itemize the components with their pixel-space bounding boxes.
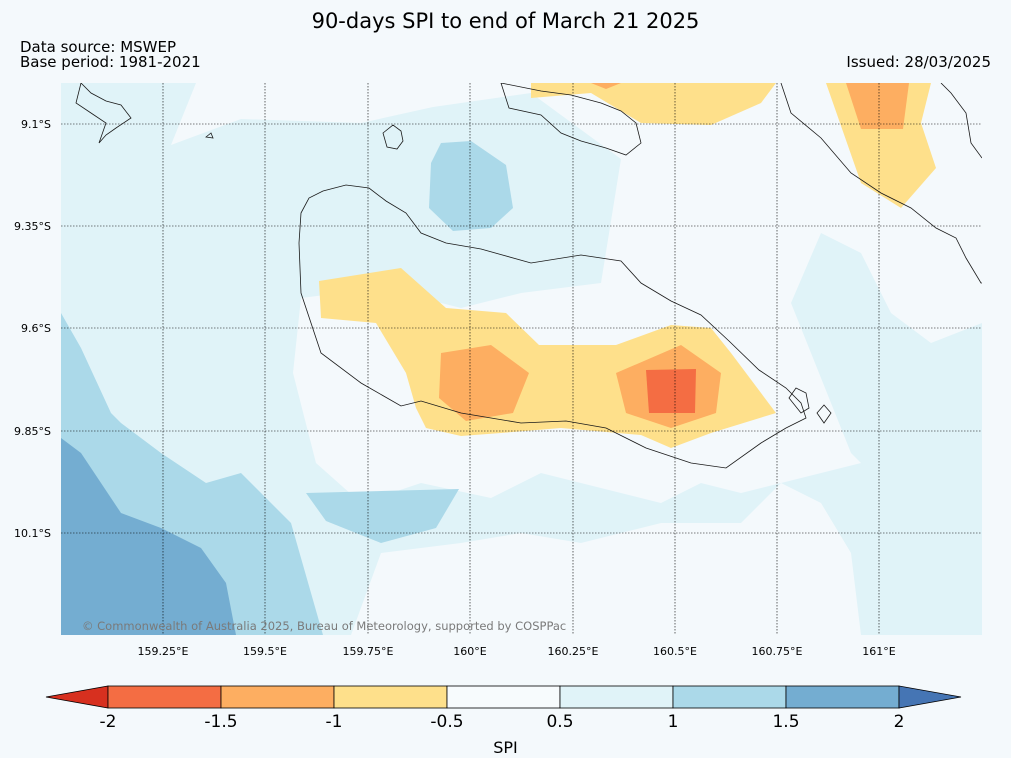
copyright-notice: © Commonwealth of Australia 2025, Bureau… xyxy=(82,619,567,633)
colorbar-tick: 1 xyxy=(667,712,679,732)
coastline-layer xyxy=(75,83,982,469)
colorbar-bin-1.5-2 xyxy=(785,685,900,709)
issued-date: Issued: 28/03/2025 xyxy=(846,53,991,71)
lon-label-160E: 160°E xyxy=(453,645,487,658)
spi-wet-1.5-2-region xyxy=(61,438,236,635)
lon-label-160.5E: 160.5°E xyxy=(653,645,697,658)
spi-dry-2-1.5-region xyxy=(646,369,696,413)
colorbar-bin-minus0.5-0.5 xyxy=(446,685,561,709)
lat-label-9.1S: 9.1°S xyxy=(21,118,51,131)
colorbar-tick: 2 xyxy=(893,712,905,732)
spi-wet-1-1.5-patch-west xyxy=(306,489,459,543)
lon-label-161E: 161°E xyxy=(862,645,896,658)
russell-islands-coastline xyxy=(75,83,132,144)
colorbar-bin-minus1.5-minus1 xyxy=(220,685,335,709)
guadalcanal-coastline xyxy=(298,184,807,469)
marau-islets-coastline xyxy=(788,387,810,414)
lon-label-159.75E: 159.75°E xyxy=(342,645,394,658)
colorbar-bin-minus1-minus0.5 xyxy=(333,685,448,709)
colorbar-bin-1-1.5 xyxy=(672,685,787,709)
lat-label-9.85S: 9.85°S xyxy=(14,425,51,438)
spi-fill-layer xyxy=(61,83,982,635)
lat-label-9.6S: 9.6°S xyxy=(21,322,51,335)
colorbar-tick: 1.5 xyxy=(772,712,800,732)
colorbar-tick: -0.5 xyxy=(430,712,464,732)
base-period: Base period: 1981-2021 xyxy=(20,53,201,71)
data-source: Data source: MSWEP xyxy=(20,38,177,56)
colorbar-tick: -1 xyxy=(325,712,343,732)
lat-label-10.1S: 10.1°S xyxy=(14,527,51,540)
spi-dry-1.5-1-northeast-region xyxy=(846,83,909,129)
ngella-islands-coastline xyxy=(500,83,642,156)
lat-label-9.35S: 9.35°S xyxy=(14,220,51,233)
malaita-east-coastline xyxy=(940,83,982,159)
spi-dry-1.5-1-north-region xyxy=(591,83,621,89)
malaita-coastline xyxy=(780,83,982,284)
spi-dry-1-0.5-north-region xyxy=(531,83,776,125)
metadata-left: Data source: MSWEP Base period: 1981-202… xyxy=(20,40,201,70)
map-area xyxy=(61,83,982,635)
lon-label-159.5E: 159.5°E xyxy=(243,645,287,658)
colorbar-extend-high xyxy=(898,685,962,709)
colorbar-tick: -2 xyxy=(99,712,117,732)
graticule-layer xyxy=(61,83,982,635)
lon-label-159.25E: 159.25°E xyxy=(137,645,189,658)
spi-dry-1-0.5-northeast-region xyxy=(826,83,936,208)
lon-label-160.75E: 160.75°E xyxy=(751,645,803,658)
savo-island-coastline xyxy=(382,124,404,150)
colorbar-tick: -1.5 xyxy=(204,712,238,732)
colorbar-tick: 0.5 xyxy=(546,712,574,732)
map-canvas xyxy=(61,83,982,635)
colorbar-label: SPI xyxy=(493,738,518,757)
colorbar-bin-0.5-1 xyxy=(559,685,674,709)
small-island-coastline xyxy=(205,132,214,139)
marau-islets-east-coastline xyxy=(816,404,832,424)
spi-wet-1-1.5-patch-north xyxy=(429,141,513,231)
spi-dry-1.5-1-west-region xyxy=(439,345,529,421)
colorbar-extend-low xyxy=(45,685,109,709)
colorbar-bin-minus2-minus1.5 xyxy=(107,685,222,709)
lon-label-160.25E: 160.25°E xyxy=(547,645,599,658)
spi-wet-0.5-1-region xyxy=(61,83,982,635)
map-title: 90-days SPI to end of March 21 2025 xyxy=(311,9,700,33)
